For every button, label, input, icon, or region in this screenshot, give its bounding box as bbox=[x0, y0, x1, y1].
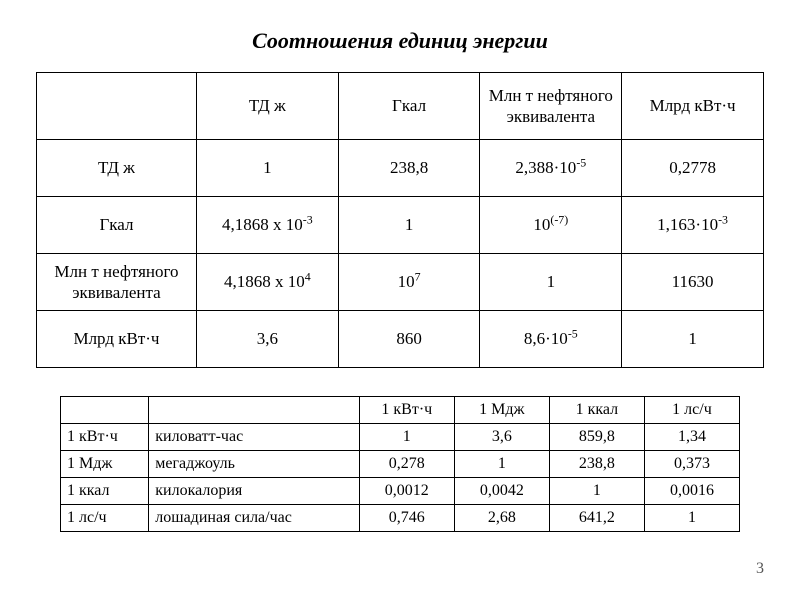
table-cell: 641,2 bbox=[549, 505, 644, 532]
table-row: 1 Мджмегаджоуль0,2781238,80,373 bbox=[61, 451, 740, 478]
table-col-header: ТД ж bbox=[196, 73, 338, 140]
table-cell: 0,0012 bbox=[359, 478, 454, 505]
table-cell: 1 bbox=[196, 140, 338, 197]
table-cell: 1 bbox=[622, 311, 764, 368]
table-corner-cell bbox=[149, 397, 360, 424]
table-col-header: Гкал bbox=[338, 73, 480, 140]
table-row: Млрд кВт·ч3,68608,6·10-51 bbox=[37, 311, 764, 368]
table-col-header: 1 кВт·ч bbox=[359, 397, 454, 424]
table-row-header: Гкал bbox=[37, 197, 197, 254]
table-row: 1 кВт·чкиловатт-час13,6859,81,34 bbox=[61, 424, 740, 451]
unit-code: 1 ккал bbox=[61, 478, 149, 505]
table-corner-cell bbox=[61, 397, 149, 424]
table-cell: 1 bbox=[338, 197, 480, 254]
table-cell: 107 bbox=[338, 254, 480, 311]
table-cell: 0,2778 bbox=[622, 140, 764, 197]
energy-table-2: 1 кВт·ч1 Мдж1 ккал1 лс/ч 1 кВт·чкиловатт… bbox=[60, 396, 740, 532]
unit-name: киловатт-час bbox=[149, 424, 360, 451]
table-cell: 4,1868 x 104 bbox=[196, 254, 338, 311]
table-cell: 238,8 bbox=[549, 451, 644, 478]
table-header-row: 1 кВт·ч1 Мдж1 ккал1 лс/ч bbox=[61, 397, 740, 424]
energy-table-2-wrapper: 1 кВт·ч1 Мдж1 ккал1 лс/ч 1 кВт·чкиловатт… bbox=[36, 396, 764, 532]
table-cell: 11630 bbox=[622, 254, 764, 311]
table-row: 1 ккалкилокалория0,00120,004210,0016 bbox=[61, 478, 740, 505]
unit-code: 1 кВт·ч bbox=[61, 424, 149, 451]
table-cell: 0,0042 bbox=[454, 478, 549, 505]
table-cell: 238,8 bbox=[338, 140, 480, 197]
table-cell: 1 bbox=[480, 254, 622, 311]
table-cell: 1 bbox=[549, 478, 644, 505]
page-number: 3 bbox=[756, 560, 764, 578]
table-row: Млн т нефтяного эквивалента4,1868 x 1041… bbox=[37, 254, 764, 311]
table-cell: 1 bbox=[644, 505, 739, 532]
table-row: 1 лс/члошадиная сила/час0,7462,68641,21 bbox=[61, 505, 740, 532]
table-cell: 4,1868 x 10-3 bbox=[196, 197, 338, 254]
unit-name: килокалория bbox=[149, 478, 360, 505]
table-cell: 859,8 bbox=[549, 424, 644, 451]
unit-code: 1 Мдж bbox=[61, 451, 149, 478]
table-col-header: 1 лс/ч bbox=[644, 397, 739, 424]
unit-code: 1 лс/ч bbox=[61, 505, 149, 532]
table-cell: 0,0016 bbox=[644, 478, 739, 505]
energy-table-1: ТД жГкалМлн т нефтяного эквивалентаМлрд … bbox=[36, 72, 764, 368]
table-cell: 10(-7) bbox=[480, 197, 622, 254]
table-cell: 2,68 bbox=[454, 505, 549, 532]
table-cell: 2,388·10-5 bbox=[480, 140, 622, 197]
table-col-header: 1 ккал bbox=[549, 397, 644, 424]
table-cell: 1,34 bbox=[644, 424, 739, 451]
table-cell: 8,6·10-5 bbox=[480, 311, 622, 368]
table-corner-cell bbox=[37, 73, 197, 140]
table-row-header: Млн т нефтяного эквивалента bbox=[37, 254, 197, 311]
table-cell: 1 bbox=[454, 451, 549, 478]
page-title: Соотношения единиц энергии bbox=[36, 28, 764, 54]
table-cell: 1,163·10-3 bbox=[622, 197, 764, 254]
table-cell: 0,746 bbox=[359, 505, 454, 532]
table-cell: 0,373 bbox=[644, 451, 739, 478]
table-row: Гкал4,1868 x 10-3110(-7)1,163·10-3 bbox=[37, 197, 764, 254]
table-cell: 3,6 bbox=[196, 311, 338, 368]
table-row-header: ТД ж bbox=[37, 140, 197, 197]
table-col-header: Млн т нефтяного эквивалента bbox=[480, 73, 622, 140]
page: Соотношения единиц энергии ТД жГкалМлн т… bbox=[0, 0, 800, 600]
table-row-header: Млрд кВт·ч bbox=[37, 311, 197, 368]
unit-name: мегаджоуль bbox=[149, 451, 360, 478]
table-cell: 3,6 bbox=[454, 424, 549, 451]
table-row: ТД ж1238,82,388·10-50,2778 bbox=[37, 140, 764, 197]
table-cell: 1 bbox=[359, 424, 454, 451]
table-col-header: Млрд кВт·ч bbox=[622, 73, 764, 140]
table-header-row: ТД жГкалМлн т нефтяного эквивалентаМлрд … bbox=[37, 73, 764, 140]
table-cell: 0,278 bbox=[359, 451, 454, 478]
table-cell: 860 bbox=[338, 311, 480, 368]
unit-name: лошадиная сила/час bbox=[149, 505, 360, 532]
table-col-header: 1 Мдж bbox=[454, 397, 549, 424]
